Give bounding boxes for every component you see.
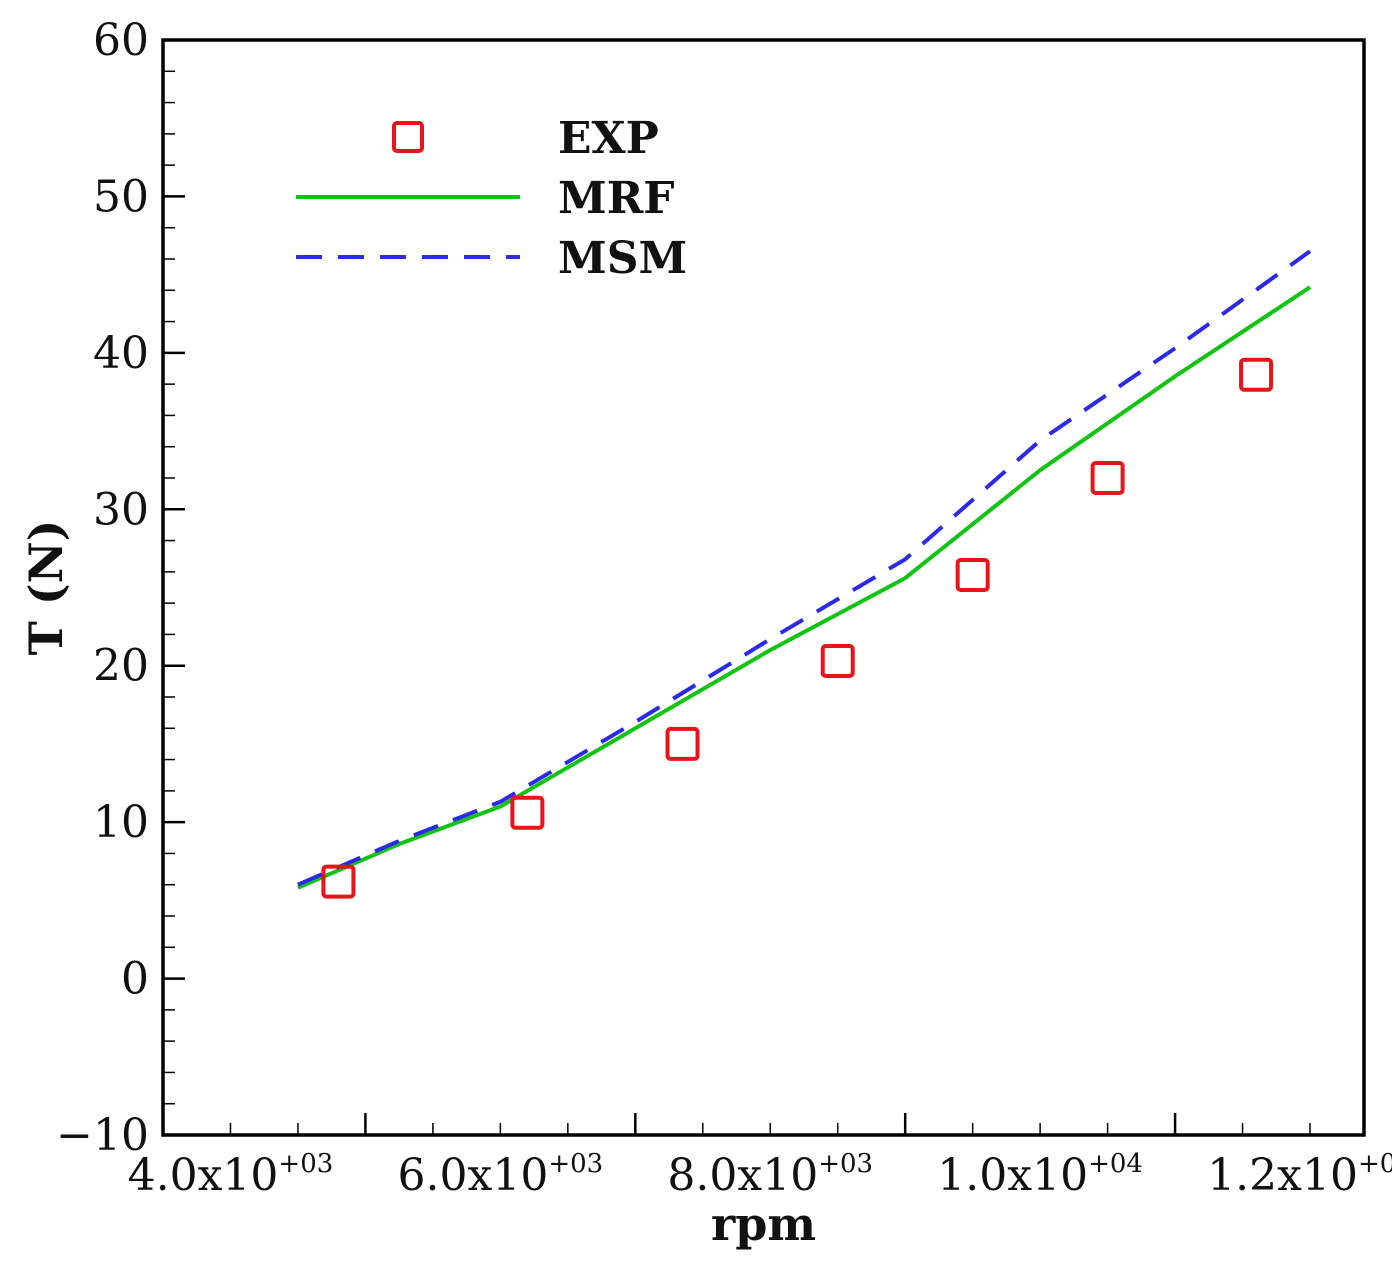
minor-ticks (163, 70, 1311, 1135)
data-point-exp (510, 795, 545, 830)
data-point-exp (820, 644, 855, 679)
y-tick-label: 10 (93, 797, 149, 848)
y-tick-label: 40 (93, 328, 149, 379)
y-tick-labels: −10 0 10 20 30 40 50 60 (56, 15, 149, 1161)
series-line-msm (297, 249, 1312, 887)
legend-label-mrf: MRF (558, 173, 675, 224)
y-tick-label: 20 (93, 641, 149, 692)
y-tick-label: 30 (93, 484, 149, 535)
x-tick-label: 4.0x10+03 (128, 1149, 334, 1201)
data-point-exp (1090, 461, 1125, 495)
y-tick-label: −10 (56, 1110, 149, 1161)
x-tick-label: 1.0x10+04 (937, 1149, 1143, 1201)
y-axis-title: T (N) (19, 520, 73, 656)
x-tick-labels: 4.0x10+03 6.0x10+03 8.0x10+03 1.0x10+04 1.2x… (128, 1149, 1392, 1201)
data-point-exp (1239, 357, 1274, 392)
legend: EXP MRF MSM (296, 113, 687, 284)
legend-label-msm: MSM (558, 233, 687, 284)
legend-label-exp: EXP (558, 113, 659, 164)
legend-marker-exp (392, 121, 424, 153)
data-point-exp (321, 864, 356, 899)
series-line-mrf (297, 285, 1312, 890)
x-tick-label: 8.0x10+03 (667, 1149, 873, 1201)
y-tick-label: 60 (93, 15, 149, 66)
y-tick-label: 50 (93, 171, 149, 222)
y-tick-label: 0 (121, 954, 149, 1005)
data-point-exp (955, 557, 990, 592)
data-point-exp (665, 726, 700, 761)
x-tick-label: 1.2x10+04 (1207, 1149, 1392, 1201)
x-axis-title: rpm (711, 1197, 816, 1251)
series-layer (297, 249, 1312, 899)
x-tick-label: 6.0x10+03 (398, 1149, 604, 1201)
plot-frame (161, 38, 1366, 1137)
